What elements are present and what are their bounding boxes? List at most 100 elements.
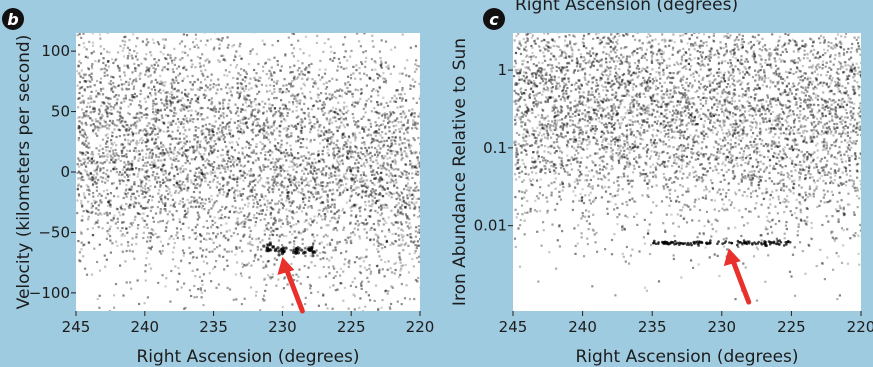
scatter-point-b bbox=[294, 184, 297, 187]
scatter-point-b bbox=[347, 81, 350, 84]
scatter-point-b bbox=[328, 272, 331, 275]
scatter-point-b bbox=[146, 113, 149, 117]
scatter-point-b bbox=[368, 77, 371, 80]
scatter-point-b bbox=[159, 50, 162, 54]
scatter-point-b bbox=[157, 64, 160, 67]
scatter-point-b bbox=[413, 139, 416, 142]
scatter-point-b bbox=[385, 204, 388, 207]
scatter-point-b bbox=[412, 202, 415, 205]
scatter-point-b bbox=[307, 70, 310, 74]
scatter-point-b bbox=[196, 223, 199, 226]
scatter-point-b bbox=[218, 117, 221, 120]
scatter-point-b bbox=[202, 64, 205, 67]
scatter-point-b bbox=[245, 197, 249, 200]
scatter-point-b bbox=[305, 212, 308, 215]
scatter-point-b bbox=[196, 55, 199, 58]
scatter-point-b bbox=[414, 206, 417, 209]
scatter-point-b bbox=[297, 221, 300, 224]
scatter-point-b bbox=[171, 213, 174, 216]
scatter-point-b bbox=[86, 188, 89, 192]
scatter-point-b bbox=[112, 152, 115, 155]
scatter-point-b bbox=[262, 327, 264, 329]
scatter-point-b bbox=[314, 192, 317, 195]
scatter-point-b bbox=[287, 177, 290, 180]
scatter-point-b bbox=[395, 124, 398, 127]
scatter-point-b bbox=[334, 246, 337, 249]
scatter-point-b bbox=[258, 103, 261, 106]
scatter-point-b bbox=[326, 307, 329, 310]
scatter-point-b bbox=[224, 166, 227, 169]
scatter-point-b bbox=[308, 118, 311, 121]
scatter-point-b bbox=[165, 57, 168, 61]
scatter-point-b bbox=[125, 227, 128, 230]
scatter-point-b bbox=[330, 50, 333, 53]
scatter-point-b bbox=[271, 273, 274, 276]
scatter-point-b bbox=[165, 130, 168, 133]
scatter-point-b bbox=[111, 144, 114, 147]
scatter-point-b bbox=[131, 162, 134, 165]
scatter-point-b bbox=[314, 81, 317, 84]
scatter-point-b bbox=[285, 152, 288, 155]
scatter-point-b bbox=[141, 129, 144, 133]
scatter-point-b bbox=[363, 72, 366, 75]
scatter-point-b bbox=[330, 203, 333, 206]
scatter-point-b bbox=[193, 284, 196, 288]
scatter-point-b bbox=[96, 164, 100, 167]
scatter-point-b bbox=[91, 205, 94, 208]
scatter-point-b bbox=[286, 185, 289, 188]
scatter-point-b bbox=[115, 58, 118, 61]
scatter-point-b bbox=[133, 200, 136, 204]
scatter-point-b bbox=[395, 168, 398, 171]
scatter-point-b bbox=[319, 78, 322, 81]
scatter-point-b bbox=[94, 212, 97, 215]
scatter-point-b bbox=[398, 96, 402, 100]
scatter-point-b bbox=[204, 89, 207, 92]
scatter-point-b bbox=[418, 82, 420, 86]
scatter-point-b bbox=[286, 114, 289, 117]
scatter-point-b bbox=[130, 287, 133, 290]
scatter-point-b bbox=[195, 156, 198, 159]
scatter-point-b bbox=[312, 242, 315, 245]
scatter-point-b bbox=[198, 171, 201, 174]
scatter-point-b bbox=[386, 157, 389, 160]
scatter-point-b bbox=[95, 200, 98, 203]
scatter-point-b bbox=[350, 169, 353, 172]
scatter-point-b bbox=[127, 168, 131, 171]
scatter-point-b bbox=[149, 74, 152, 77]
scatter-point-b bbox=[380, 114, 384, 117]
scatter-point-b bbox=[78, 116, 81, 119]
scatter-point-b bbox=[366, 222, 369, 225]
scatter-point-b bbox=[379, 214, 382, 217]
scatter-point-b bbox=[354, 134, 357, 137]
scatter-point-b bbox=[365, 231, 368, 234]
scatter-point-b bbox=[329, 189, 332, 192]
scatter-point-b bbox=[388, 230, 391, 233]
scatter-point-b bbox=[384, 132, 387, 135]
scatter-point-b bbox=[132, 139, 135, 142]
scatter-point-b bbox=[410, 236, 413, 239]
scatter-point-b bbox=[216, 155, 219, 159]
scatter-point-b bbox=[126, 133, 129, 136]
scatter-point-b bbox=[119, 115, 122, 118]
scatter-point-b bbox=[401, 105, 404, 108]
scatter-point-b bbox=[77, 127, 80, 130]
scatter-point-b bbox=[352, 188, 355, 191]
scatter-point-b bbox=[378, 50, 381, 53]
scatter-point-b bbox=[321, 139, 324, 142]
scatter-point-b bbox=[333, 157, 336, 160]
scatter-point-b bbox=[126, 149, 129, 152]
scatter-point-b bbox=[123, 161, 126, 164]
scatter-point-b bbox=[109, 105, 112, 108]
scatter-point-b bbox=[134, 66, 137, 69]
scatter-point-b bbox=[298, 333, 300, 335]
scatter-point-b bbox=[220, 224, 223, 227]
scatter-point-b bbox=[91, 177, 95, 180]
scatter-point-b bbox=[82, 112, 85, 115]
scatter-point-b bbox=[254, 178, 257, 181]
scatter-point-b bbox=[413, 207, 416, 210]
scatter-point-b bbox=[157, 221, 160, 224]
scatter-point-b bbox=[254, 159, 257, 162]
scatter-point-b bbox=[382, 360, 384, 362]
scatter-point-b bbox=[407, 143, 411, 147]
scatter-point-b bbox=[343, 189, 346, 192]
